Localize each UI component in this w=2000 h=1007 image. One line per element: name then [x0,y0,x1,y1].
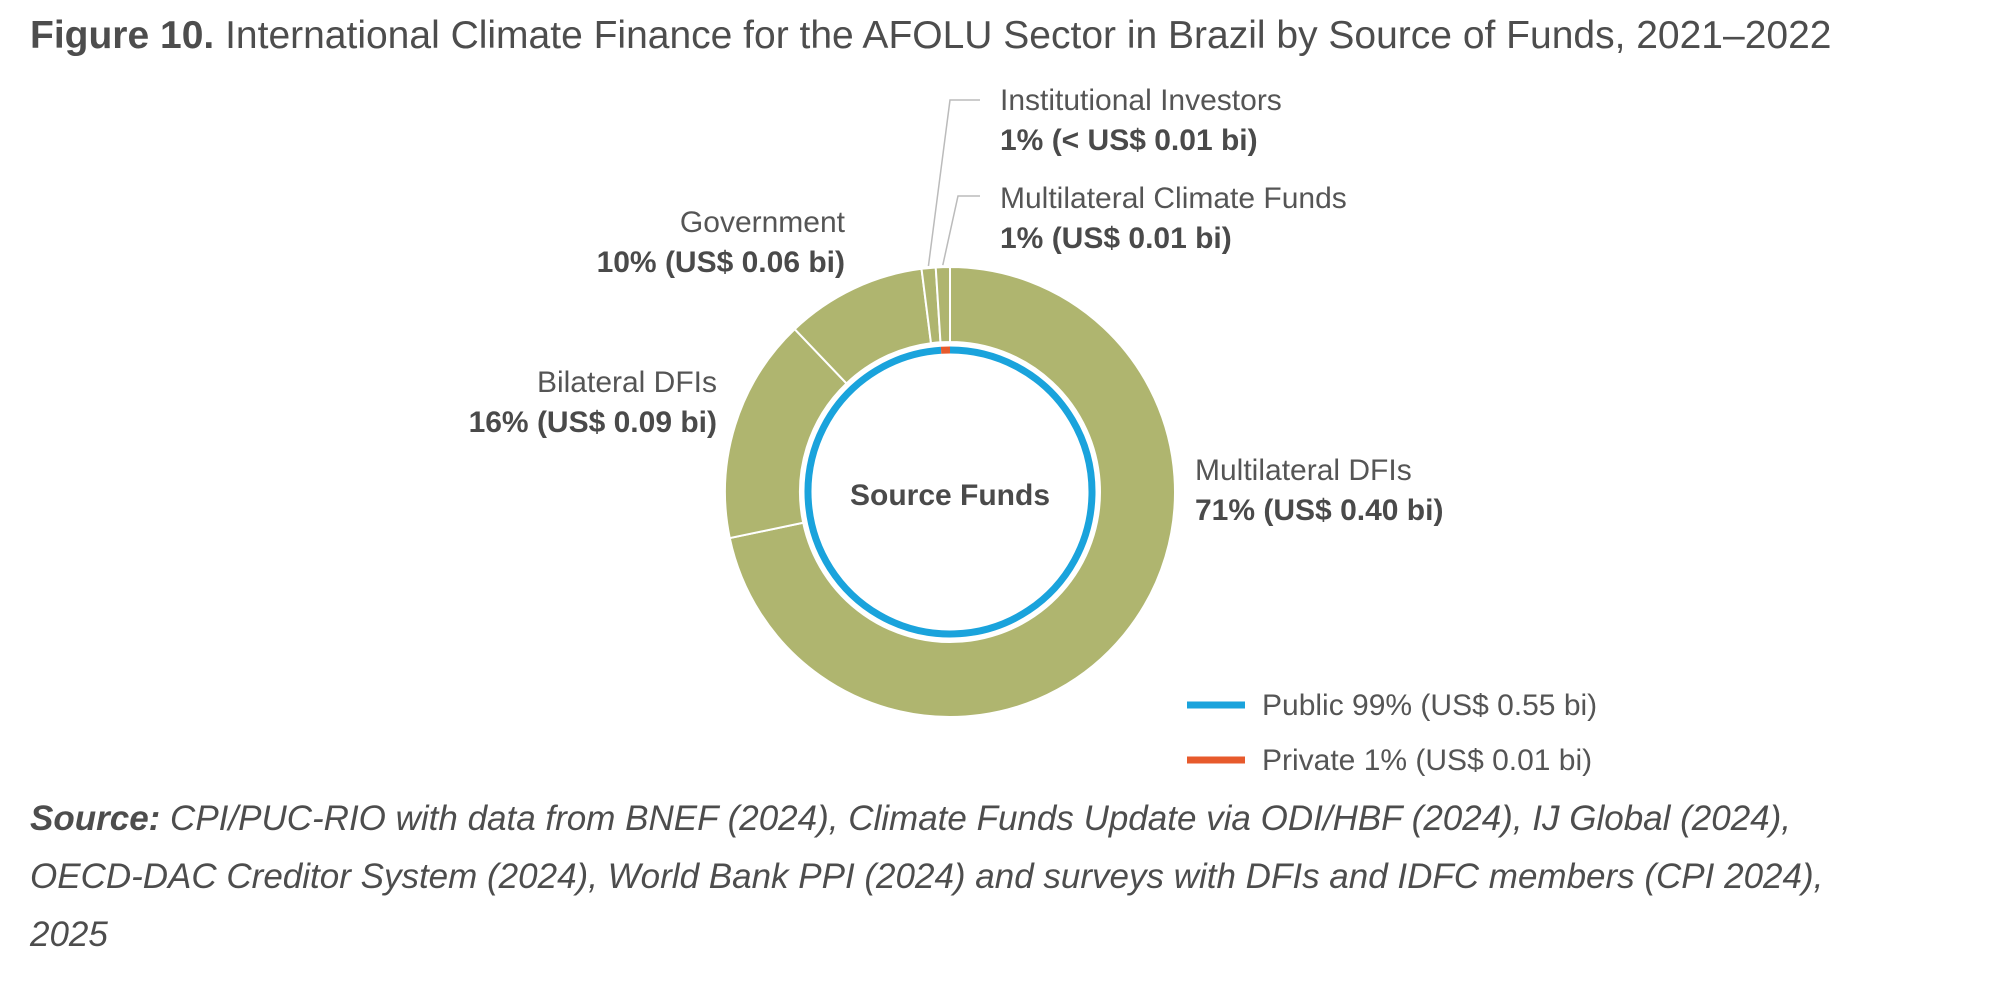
legend-label-private: Private 1% (US$ 0.01 bi) [1262,744,1592,777]
label-leaders [927,99,980,267]
label-bilateral-dfis-value: 16% (US$ 0.09 bi) [469,406,717,439]
source-note: Source: CPI/PUC-RIO with data from BNEF … [30,790,1910,964]
leader-institutional-investors [927,99,980,267]
label-institutional-investors-value: 1% (< US$ 0.01 bi) [1000,124,1258,157]
source-text: CPI/PUC-RIO with data from BNEF (2024), … [30,799,1824,954]
label-bilateral-dfis-name: Bilateral DFIs [537,366,717,399]
figure-title-text: International Climate Finance for the AF… [225,14,1832,57]
outer-ring [724,265,1176,718]
inner-ring [804,346,1096,638]
source-lead: Source: [30,799,161,838]
label-multilateral-dfis-name: Multilateral DFIs [1195,454,1412,487]
label-multilateral-dfis-value: 71% (US$ 0.40 bi) [1195,494,1443,527]
label-multilateral-climate-funds-value: 1% (US$ 0.01 bi) [1000,222,1232,255]
center-label: Source Funds [850,479,1050,512]
figure-title: Figure 10. International Climate Finance… [30,14,1831,58]
legend-label-public: Public 99% (US$ 0.55 bi) [1262,689,1597,722]
label-multilateral-climate-funds-name: Multilateral Climate Funds [1000,182,1347,215]
legend: Public 99% (US$ 0.55 bi) Private 1% (US$ … [1187,689,1597,777]
slice-labels: Multilateral DFIs 71% (US$ 0.40 bi) Bilate… [469,84,1444,527]
label-government-name: Government [680,206,846,239]
slice-multilateral-climate-funds [934,265,951,344]
leader-multilateral-climate-funds [942,195,980,266]
figure-number: Figure 10. [30,14,215,57]
label-government-value: 10% (US$ 0.06 bi) [597,246,845,279]
inner-slice-public [804,346,1096,638]
slice-multilateral-dfis [728,265,1176,718]
label-institutional-investors-name: Institutional Investors [1000,84,1282,117]
donut-chart: Source Funds Multilateral DFIs 71% (US$ 0… [469,84,1598,777]
